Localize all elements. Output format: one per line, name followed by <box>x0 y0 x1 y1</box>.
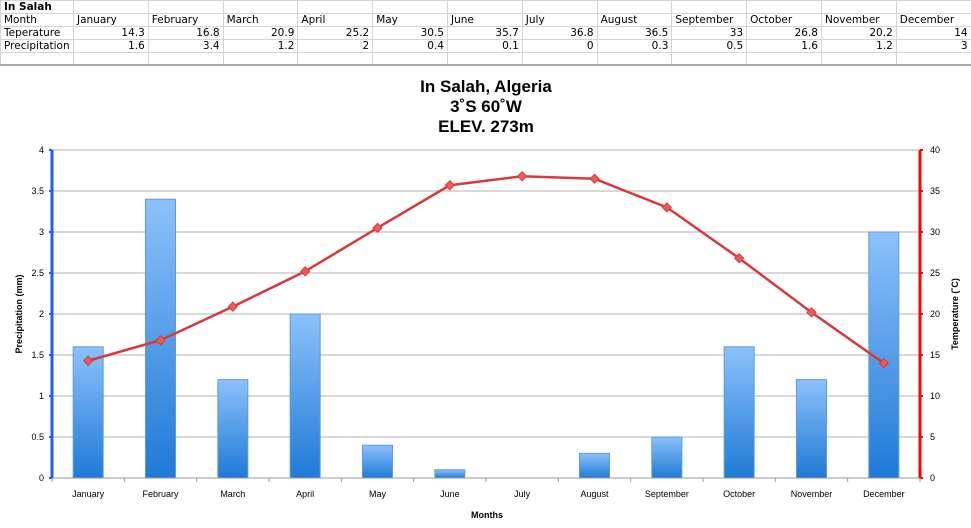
left-axis-tick-label: 1 <box>39 391 44 401</box>
left-axis-tick-label: 2 <box>39 309 44 319</box>
precipitation-bar <box>723 346 755 479</box>
x-axis-title: Months <box>471 510 503 520</box>
x-axis-month-label: February <box>142 489 179 499</box>
x-axis-month-label: May <box>369 489 387 499</box>
chart-elevation: ELEV. 273m <box>438 117 534 136</box>
spreadsheet-table: In Salah Month January February March April Ma… <box>0 0 971 66</box>
temperature-marker-icon <box>372 222 383 234</box>
x-axis-month-label: June <box>440 489 460 499</box>
right-axis-tick-label: 0 <box>930 473 935 483</box>
precipitation-cell[interactable]: 0.1 <box>446 39 523 53</box>
precipitation-bar <box>434 469 466 479</box>
temperature-marker-icon <box>733 253 745 264</box>
temperature-line <box>82 171 890 369</box>
temperature-marker-icon <box>878 357 890 369</box>
x-axis-month-label: September <box>645 489 689 499</box>
precipitation-bar <box>289 313 321 479</box>
right-axis-tick-label: 25 <box>930 268 940 278</box>
x-axis-month-label: July <box>514 489 531 499</box>
precipitation-bar <box>796 379 827 479</box>
precipitation-bar <box>362 444 393 479</box>
temperature-marker-icon <box>82 355 94 366</box>
x-axis-month-label: November <box>791 489 833 499</box>
precipitation-cell[interactable]: 1.2 <box>222 39 299 53</box>
precipitation-bars <box>72 198 900 479</box>
right-axis-tick-label: 35 <box>930 186 940 196</box>
left-axis-tick-label: 0.5 <box>31 432 44 442</box>
precipitation-bar <box>217 379 249 479</box>
left-axis-tick-label: 2.5 <box>31 268 44 278</box>
x-axis-month-label: March <box>220 489 245 499</box>
x-axis-month-label: December <box>863 489 905 499</box>
temperature-marker-icon <box>806 307 817 318</box>
temperature-marker-icon <box>661 202 673 213</box>
right-axis-tick-label: 40 <box>930 145 940 155</box>
temperature-marker-icon <box>155 335 166 346</box>
right-axis-tick-label: 30 <box>930 227 940 237</box>
x-axis-month-label: October <box>723 489 755 499</box>
chart-coordinates: 3˚S 60˚W <box>450 97 523 116</box>
axes: 00.511.522.533.540510152025303540January… <box>31 145 940 499</box>
left-axis-title: Precipitation (mm) <box>14 274 24 353</box>
precipitation-bar <box>579 452 610 479</box>
precipitation-bar <box>72 346 104 479</box>
precipitation-cell[interactable]: 2 <box>297 39 374 53</box>
x-axis-month-label: April <box>296 489 314 499</box>
temperature-marker-icon <box>444 180 456 191</box>
x-axis-month-label: August <box>580 489 609 499</box>
precipitation-bar <box>651 436 683 479</box>
right-axis-title: Temperature (˚C) <box>950 278 960 350</box>
left-axis-tick-label: 0 <box>39 473 44 483</box>
left-axis-tick-label: 4 <box>39 145 44 155</box>
sheet-cell[interactable] <box>0 52 74 66</box>
left-axis-tick-label: 3.5 <box>31 186 44 196</box>
temperature-marker-icon <box>589 173 600 184</box>
temperature-marker-icon <box>227 301 239 312</box>
left-axis-tick-label: 3 <box>39 227 44 237</box>
x-axis-month-label: January <box>72 489 105 499</box>
temperature-marker-icon <box>299 266 311 277</box>
right-axis-tick-label: 10 <box>930 391 940 401</box>
precipitation-cell[interactable]: 3.4 <box>147 39 224 53</box>
right-axis-tick-label: 20 <box>930 309 940 319</box>
right-axis-tick-label: 5 <box>930 432 935 442</box>
row-label-cell[interactable]: Precipitation <box>0 39 74 53</box>
right-axis-tick-label: 15 <box>930 350 940 360</box>
temperature-marker-icon <box>516 171 528 182</box>
gridlines <box>52 149 920 438</box>
chart-title: In Salah, Algeria <box>420 77 552 96</box>
left-axis-tick-label: 1.5 <box>31 350 44 360</box>
precipitation-cell[interactable]: 0 <box>521 39 598 53</box>
